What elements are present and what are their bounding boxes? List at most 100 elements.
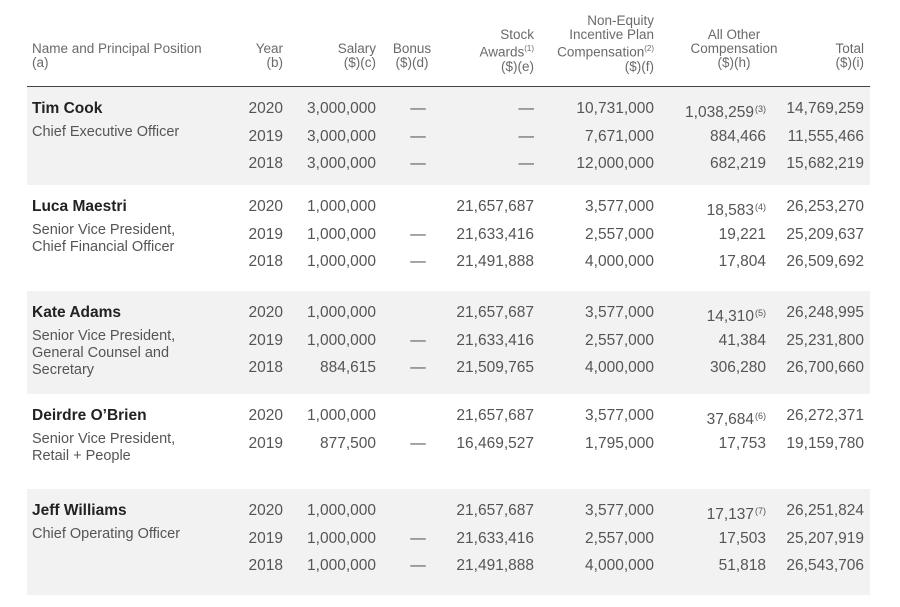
cell-total-value: 25,207,919 xyxy=(786,529,864,547)
cell-salary: 877,500 xyxy=(320,435,376,453)
header-total-label: Total xyxy=(835,41,864,56)
footnote-marker: (4) xyxy=(755,202,766,212)
cell-salary-value: 1,000,000 xyxy=(307,304,376,321)
cell-total: 26,272,371 xyxy=(786,407,864,425)
cell-year: 2019 xyxy=(249,435,283,453)
header-nonequity-code: ($)(f) xyxy=(624,58,654,74)
executive-title-line: Senior Vice President, xyxy=(32,328,176,344)
cell-other-value: 17,503 xyxy=(718,529,766,547)
cell-bonus-value: — xyxy=(410,225,426,243)
cell-stock: 16,469,527 xyxy=(456,435,534,453)
executive-name: Tim Cook xyxy=(32,100,103,117)
cell-other: 884,466 xyxy=(710,128,766,146)
cell-salary: 1,000,000 xyxy=(307,502,376,520)
cell-stock-value: 21,633,416 xyxy=(456,529,534,547)
executive-title: Senior Vice President, Retail + People xyxy=(32,431,222,465)
cell-stock-value: 21,633,416 xyxy=(456,331,534,349)
cell-bonus: — xyxy=(403,359,433,377)
header-nonequity-label: Non-Equity xyxy=(587,13,654,28)
cell-salary: 1,000,000 xyxy=(307,332,376,350)
cell-stock: 21,491,888 xyxy=(456,557,534,575)
cell-salary-value: 1,000,000 xyxy=(307,407,376,424)
cell-salary-value: 1,000,000 xyxy=(307,557,376,574)
cell-total-value: 26,700,660 xyxy=(786,359,864,376)
cell-total-value: 25,209,637 xyxy=(786,225,864,243)
cell-nonequity: 4,000,000 xyxy=(585,557,654,575)
executive-name: Jeff Williams xyxy=(32,502,127,519)
cell-nonequity-value: 2,557,000 xyxy=(585,225,654,243)
cell-year: 2019 xyxy=(249,226,283,244)
cell-salary: 1,000,000 xyxy=(307,226,376,244)
header-bonus-label: Bonus xyxy=(392,41,432,56)
header-nonequity: Non-Equity Incentive Plan Compensation(2… xyxy=(557,14,654,74)
cell-salary: 1,000,000 xyxy=(307,530,376,548)
cell-nonequity: 2,557,000 xyxy=(585,226,654,244)
executive-block xyxy=(27,87,870,185)
cell-other-value: 51,818 xyxy=(718,557,766,574)
cell-other-value: 17,753 xyxy=(718,434,766,452)
cell-bonus: — xyxy=(403,332,433,350)
cell-salary-value: 1,000,000 xyxy=(307,225,376,243)
cell-stock-value: 21,657,687 xyxy=(456,502,534,519)
header-name-code: (a) xyxy=(32,55,49,70)
cell-total-value: 14,769,259 xyxy=(786,100,864,117)
executive-title: Chief Executive Officer xyxy=(32,124,222,141)
cell-nonequity-value: 3,577,000 xyxy=(585,198,654,215)
cell-nonequity: 3,577,000 xyxy=(585,502,654,520)
cell-salary-value: 1,000,000 xyxy=(307,198,376,215)
cell-year: 2019 xyxy=(249,128,283,146)
header-nonequity-label-3: Compensation xyxy=(557,44,645,60)
cell-total-value: 19,159,780 xyxy=(786,434,864,452)
cell-year-value: 2020 xyxy=(248,100,283,117)
cell-year-value: 2019 xyxy=(248,331,283,349)
cell-stock-value: — xyxy=(518,100,535,117)
cell-total-value: 11,555,466 xyxy=(787,127,864,145)
footnote-marker: (7) xyxy=(755,506,766,516)
cell-salary-value: 3,000,000 xyxy=(307,127,376,145)
cell-total: 26,700,660 xyxy=(786,359,864,377)
cell-nonequity: 2,557,000 xyxy=(585,530,654,548)
cell-year-value: 2018 xyxy=(248,155,283,172)
cell-year: 2020 xyxy=(249,198,283,216)
executive-title-line: General Counsel and xyxy=(32,345,170,361)
header-other: All Other Compensation ($)(h) xyxy=(664,28,804,70)
header-total: Total ($)(i) xyxy=(835,42,864,70)
cell-stock-value: 21,657,687 xyxy=(456,407,534,424)
cell-year-value: 2020 xyxy=(248,304,283,321)
cell-stock-value: — xyxy=(518,127,535,145)
cell-other: 17,137(7) xyxy=(707,502,766,524)
cell-salary: 1,000,000 xyxy=(307,557,376,575)
executive-title: Chief Operating Officer xyxy=(32,526,222,543)
cell-bonus: — xyxy=(403,253,433,271)
cell-year: 2018 xyxy=(249,557,283,575)
footnote-marker: (6) xyxy=(755,411,766,421)
footnote-marker: (3) xyxy=(755,104,766,114)
cell-total: 26,543,706 xyxy=(786,557,864,575)
cell-stock-value: 21,657,687 xyxy=(456,304,534,321)
cell-other: 19,221 xyxy=(719,226,766,244)
cell-bonus: — xyxy=(403,435,433,453)
cell-nonequity: 3,577,000 xyxy=(585,304,654,322)
header-salary: Salary ($)(c) xyxy=(338,42,376,70)
cell-bonus-value: — xyxy=(410,434,426,452)
cell-salary-value: 1,000,000 xyxy=(307,529,376,547)
cell-salary-value: 1,000,000 xyxy=(307,331,376,349)
cell-total: 25,209,637 xyxy=(786,226,864,244)
cell-year: 2019 xyxy=(249,530,283,548)
cell-other-value: 41,384 xyxy=(718,331,766,349)
cell-total: 14,769,259 xyxy=(786,100,864,118)
cell-other-value: 884,466 xyxy=(709,127,766,145)
cell-year-value: 2018 xyxy=(248,359,283,376)
cell-bonus: — xyxy=(403,557,433,575)
cell-total: 25,207,919 xyxy=(786,530,864,548)
executive-title: Senior Vice President, General Counsel an… xyxy=(32,328,222,379)
cell-total-value: 26,253,270 xyxy=(786,198,864,215)
cell-other: 17,503 xyxy=(719,530,766,548)
cell-stock-value: 21,491,888 xyxy=(456,253,534,270)
cell-year-value: 2018 xyxy=(248,557,283,574)
cell-nonequity: 4,000,000 xyxy=(585,359,654,377)
cell-year: 2020 xyxy=(249,407,283,425)
header-total-code: ($)(i) xyxy=(835,55,865,70)
cell-nonequity-value: 4,000,000 xyxy=(585,253,654,270)
